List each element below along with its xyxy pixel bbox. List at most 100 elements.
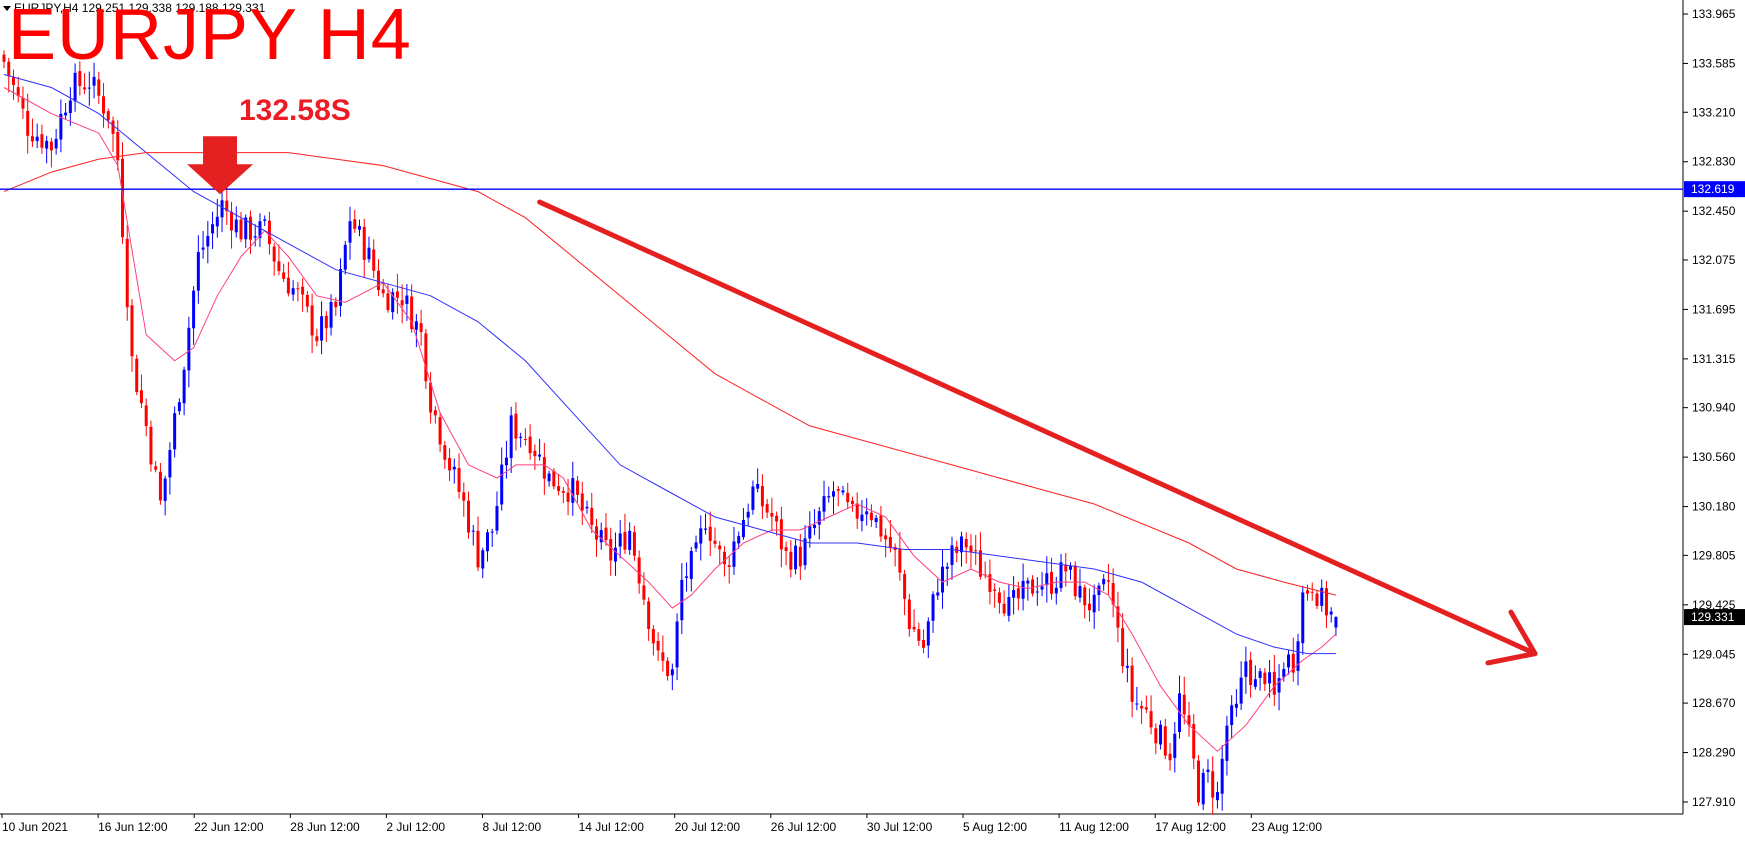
x-tick-label: 26 Jul 12:00 (771, 820, 837, 834)
x-tick-label: 17 Aug 12:00 (1155, 820, 1226, 834)
candle-body (907, 599, 911, 630)
trend-arrow-head-icon (1485, 609, 1538, 666)
candle-body (827, 496, 831, 498)
candle-body (54, 138, 58, 149)
y-tick-label: 129.805 (1692, 548, 1736, 562)
candle-body (566, 492, 570, 502)
candle-body (1121, 628, 1125, 667)
candle-body (467, 500, 471, 533)
candle-body (974, 550, 978, 552)
candle-body (358, 226, 361, 230)
candle-body (874, 517, 878, 523)
candle-body (945, 566, 949, 569)
candle-body (68, 100, 72, 114)
candle-body (1168, 753, 1172, 761)
candle-body (1163, 726, 1167, 756)
candle-body (1021, 581, 1025, 599)
candle-body (898, 548, 902, 573)
candle-body (135, 358, 139, 393)
candle-body (595, 526, 598, 540)
candle-body (429, 382, 433, 413)
candle-body (220, 200, 224, 218)
candle-body (438, 417, 442, 445)
candle-body (277, 261, 281, 271)
y-tick-label: 133.585 (1692, 56, 1736, 70)
y-tick-label: 128.290 (1692, 746, 1736, 760)
candle-body (1201, 772, 1205, 805)
candle-body (40, 134, 44, 148)
candle-body (514, 413, 518, 439)
candle-body (1092, 594, 1096, 613)
level-price-label: 132.619 (1691, 182, 1735, 196)
candle-body (1287, 654, 1291, 668)
candle-body (704, 528, 708, 530)
candle-body (1026, 580, 1030, 584)
y-tick-label: 131.315 (1692, 352, 1736, 366)
candle-body (253, 236, 257, 238)
candle-body (642, 585, 646, 600)
candle-body (1215, 792, 1219, 801)
candle-body (689, 550, 693, 579)
candle-body (225, 200, 229, 212)
x-tick-label: 14 Jul 12:00 (579, 820, 645, 834)
y-tick-label: 133.210 (1692, 105, 1736, 119)
candle-body (869, 512, 873, 521)
candle-body (400, 300, 404, 306)
candle-body (680, 579, 684, 621)
candle-body (1140, 706, 1144, 709)
y-tick-label: 132.450 (1692, 204, 1736, 218)
candle-body (1291, 653, 1295, 673)
candle-body (590, 507, 594, 526)
candle-body (367, 247, 371, 260)
candle-body (234, 219, 238, 233)
candle-body (11, 76, 15, 85)
candle-body (959, 536, 963, 553)
candle-body (1154, 728, 1158, 744)
candle-body (87, 87, 91, 89)
candle-body (301, 286, 305, 295)
candle-body (557, 486, 561, 491)
x-tick-label: 28 Jun 12:00 (290, 820, 360, 834)
candle-body (163, 478, 167, 501)
candle-body (1253, 679, 1257, 687)
candle-body (737, 535, 741, 544)
candle-body (305, 294, 309, 307)
candle-body (803, 538, 807, 566)
candle-body (196, 252, 200, 291)
candle-body (83, 87, 87, 90)
candle-body (552, 470, 556, 487)
candle-body (964, 538, 968, 548)
ma-mid-line (3, 74, 1336, 655)
symbol-info: EURJPY,H4 129.251 129.338 129.188 129.33… (14, 1, 266, 15)
candle-body (291, 288, 295, 295)
candle-body (1135, 703, 1139, 705)
candle-body (661, 652, 665, 661)
candle-body (722, 551, 726, 565)
y-tick-label: 129.045 (1692, 647, 1736, 661)
candle-body (1007, 597, 1011, 616)
candle-body (1249, 659, 1253, 686)
candle-body (1002, 603, 1006, 614)
candle-body (888, 536, 892, 548)
candle-body (1106, 580, 1110, 582)
candle-body (628, 530, 632, 550)
chart-menu-icon[interactable] (3, 6, 11, 11)
candle-body (604, 527, 608, 541)
candle-body (613, 547, 617, 562)
candle-body (647, 601, 651, 630)
y-tick-label: 130.180 (1692, 500, 1736, 514)
candle-body (1230, 705, 1234, 726)
y-tick-label: 130.940 (1692, 401, 1736, 415)
candle-body (139, 390, 143, 404)
x-tick-label: 22 Jun 12:00 (194, 820, 264, 834)
candle-body (248, 216, 252, 240)
candle-body (500, 464, 504, 505)
candle-body (177, 402, 181, 412)
candle-body (1244, 661, 1248, 677)
candle-body (30, 136, 34, 142)
candle-body (822, 496, 826, 512)
candle-body (376, 270, 380, 291)
candle-body (666, 660, 670, 677)
candle-body (201, 247, 205, 250)
current-price-label: 129.331 (1691, 610, 1735, 624)
